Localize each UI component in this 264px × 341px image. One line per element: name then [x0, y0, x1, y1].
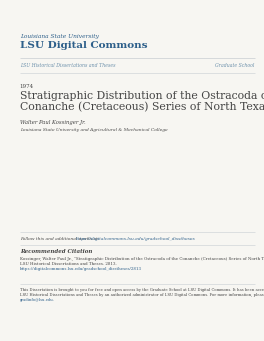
Text: LSU Digital Commons: LSU Digital Commons	[20, 41, 147, 50]
Text: https://digitalcommons.lsu.edu/gradschool_disstheses/2813: https://digitalcommons.lsu.edu/gradschoo…	[20, 267, 142, 271]
Text: This Dissertation is brought to you for free and open access by the Graduate Sch: This Dissertation is brought to you for …	[20, 288, 264, 292]
Text: LSU Historical Dissertations and Theses. 2813.: LSU Historical Dissertations and Theses.…	[20, 262, 116, 266]
Text: https://digitalcommons.lsu.edu/gradschool_disstheses: https://digitalcommons.lsu.edu/gradschoo…	[76, 237, 196, 241]
Text: Graduate School: Graduate School	[215, 63, 255, 68]
Text: Conanche (Cretaceous) Series of North Texas.: Conanche (Cretaceous) Series of North Te…	[20, 102, 264, 112]
Text: Kossinger, Walter Paul Jr., "Stratigraphic Distribution of the Ostracoda of the : Kossinger, Walter Paul Jr., "Stratigraph…	[20, 257, 264, 261]
Text: Follow this and additional works at:: Follow this and additional works at:	[20, 237, 100, 241]
Text: Recommended Citation: Recommended Citation	[20, 249, 92, 254]
Text: 1974: 1974	[20, 84, 34, 89]
Text: Walter Paul Kossinger Jr.: Walter Paul Kossinger Jr.	[20, 120, 86, 125]
Text: LSU Historical Dissertations and Theses by an authorized administrator of LSU Di: LSU Historical Dissertations and Theses …	[20, 293, 264, 297]
Text: LSU Historical Dissertations and Theses: LSU Historical Dissertations and Theses	[20, 63, 115, 68]
Text: gradinfo@lsu.edu.: gradinfo@lsu.edu.	[20, 298, 55, 302]
Text: Louisiana State University and Agricultural & Mechanical College: Louisiana State University and Agricultu…	[20, 128, 167, 132]
Text: Louisiana State University: Louisiana State University	[20, 34, 99, 39]
Text: Stratigraphic Distribution of the Ostracoda of the: Stratigraphic Distribution of the Ostrac…	[20, 91, 264, 101]
